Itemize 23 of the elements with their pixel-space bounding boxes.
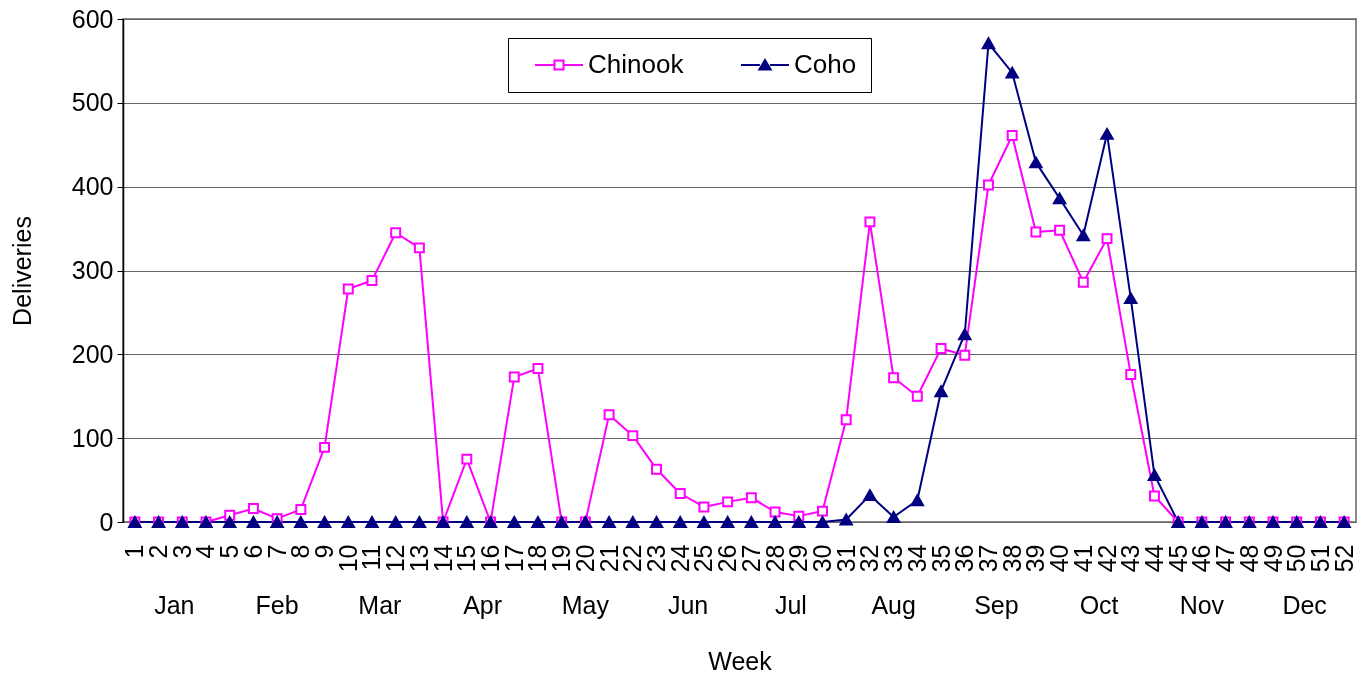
text: Jan <box>154 591 195 619</box>
text: Jul <box>774 591 807 619</box>
text: Mar <box>358 591 402 619</box>
text: Aug <box>871 591 916 619</box>
text: Sep <box>974 591 1019 619</box>
text: Oct <box>1079 591 1119 619</box>
legend-label: Chinook <box>588 49 685 79</box>
text: Jun <box>667 591 709 619</box>
legend-label: Coho <box>794 49 857 79</box>
y-tick-label: 400 <box>71 172 114 201</box>
y-tick-label: 600 <box>71 4 114 33</box>
text: Feb <box>255 591 299 619</box>
text: Nov <box>1179 591 1225 619</box>
y-tick-label: 300 <box>71 256 114 284</box>
y-axis-title: Deliveries <box>7 216 36 326</box>
y-tick-label: 100 <box>71 423 114 452</box>
y-tick-label: 200 <box>71 339 114 368</box>
y-tick-label: 500 <box>71 88 114 117</box>
x-axis-title: Week <box>708 647 773 676</box>
y-tick-label: 0 <box>99 507 114 536</box>
text: Dec <box>1282 591 1327 619</box>
text: May <box>561 591 610 619</box>
text: Apr <box>463 591 503 619</box>
